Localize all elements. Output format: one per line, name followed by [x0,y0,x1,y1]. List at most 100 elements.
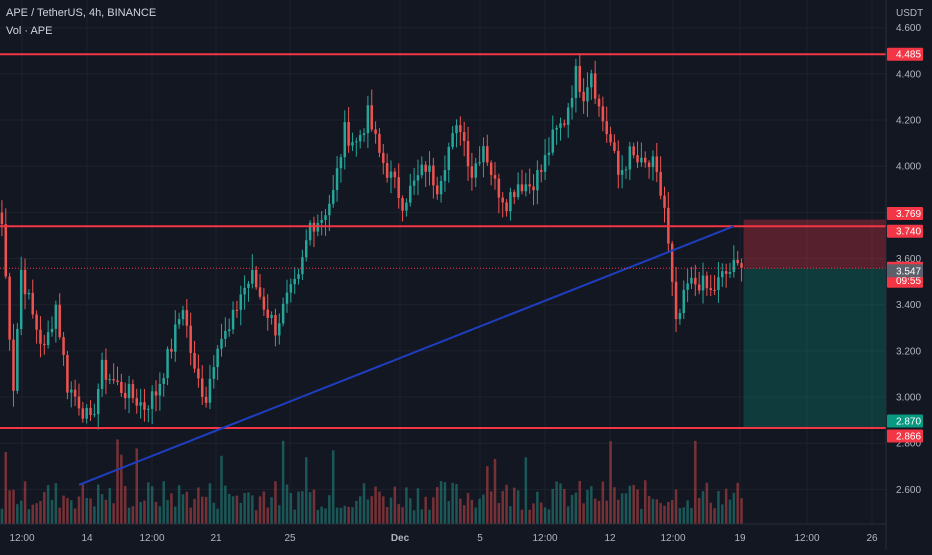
volume-bar [555,481,558,524]
volume-bar [120,454,123,524]
candle-body [582,91,585,102]
candle-body [659,172,662,196]
volume-bar [551,488,555,524]
volume-bar [524,457,528,524]
y-tick-label: 4.200 [896,116,921,127]
candle-body [670,243,674,282]
volume-bar [532,503,535,524]
candle-body [127,384,131,399]
candle-body [374,129,377,134]
volume-bar [43,492,46,524]
candle-body [339,157,343,169]
candle-body [543,155,547,172]
volume-bar [624,493,628,524]
volume-bar [705,482,709,524]
candle-body [728,272,732,274]
price-tag [887,264,923,278]
candle-body [324,215,327,220]
y-tick-label: 3.400 [896,300,921,311]
volume-bar [58,507,61,524]
y-axis-unit: USDT [896,8,923,19]
volume-bar [247,492,250,524]
candle-body [528,184,531,187]
volume-bar [474,507,477,524]
volume-bar [455,484,458,524]
candle-body [316,222,320,232]
candle-body [682,289,686,314]
volume-bar [578,480,582,524]
candle-body [597,98,601,107]
price-tag-label: 2.866 [896,431,921,442]
candle-body [150,391,154,409]
candle-body [62,337,65,355]
candle-body [112,379,115,381]
candle-body [212,367,216,379]
candle-body [447,146,451,170]
volume-bar [401,507,404,524]
volume-bar [613,487,616,524]
candle-body [574,65,578,99]
volume-bar [620,493,624,524]
candle-body [497,178,501,198]
volume-bar [204,496,208,524]
volume-bar [254,510,258,524]
candle-body [154,391,158,396]
volume-bar [85,498,88,524]
candle-body [46,332,50,346]
candle-body [328,203,331,216]
volume-bar [728,499,732,524]
candle-body [717,277,720,291]
volume-bar [393,486,397,524]
volume-bar [501,491,504,524]
candle-body [320,219,323,223]
volume-bar [316,509,320,524]
volume-bar [509,506,512,524]
candle-body [409,185,412,203]
volume-bar [574,492,578,524]
volume-bar [520,509,524,524]
price-tag [887,47,923,61]
volume-bar [667,501,670,524]
volume-bar [732,492,736,524]
volume-bar [197,487,200,524]
candle-body [366,105,370,134]
volume-bar [605,500,608,524]
price-tag-label: 3.547 [896,266,921,277]
volume-bar [539,502,543,524]
volume-bar [81,483,85,524]
volume-bar [262,491,266,524]
candle-body [224,330,227,339]
volume-bar [258,496,262,524]
x-tick-label: 26 [866,533,878,544]
volume-bar [701,491,705,524]
volume-bar [293,509,296,524]
volume-bar [328,495,331,524]
y-tick-label: 4.400 [896,69,921,80]
volume-bar [150,486,154,524]
candle-body [536,170,539,191]
volume-bar [362,483,366,524]
volume-bar [89,498,92,524]
candle-body [247,283,250,288]
price-tag-label: 2.870 [896,417,921,428]
candle-body [120,381,123,393]
trendline[interactable] [78,225,735,486]
candle-body [636,155,639,163]
x-tick-label: 12 [604,533,616,544]
volume-bar [516,490,520,524]
candle-body [77,396,81,409]
candle-body [66,354,69,393]
volume-bar [335,507,339,524]
price-tag-label: 3.769 [896,209,921,220]
candle-body [100,359,104,389]
candle-body [116,380,119,382]
x-tick-label: 19 [734,533,746,544]
volume-bar [251,495,254,524]
volume-bar [640,508,643,524]
volume-bar [73,508,77,524]
volume-bar [447,501,451,524]
candle-body [335,168,339,191]
x-tick-label: 12:00 [794,533,819,544]
